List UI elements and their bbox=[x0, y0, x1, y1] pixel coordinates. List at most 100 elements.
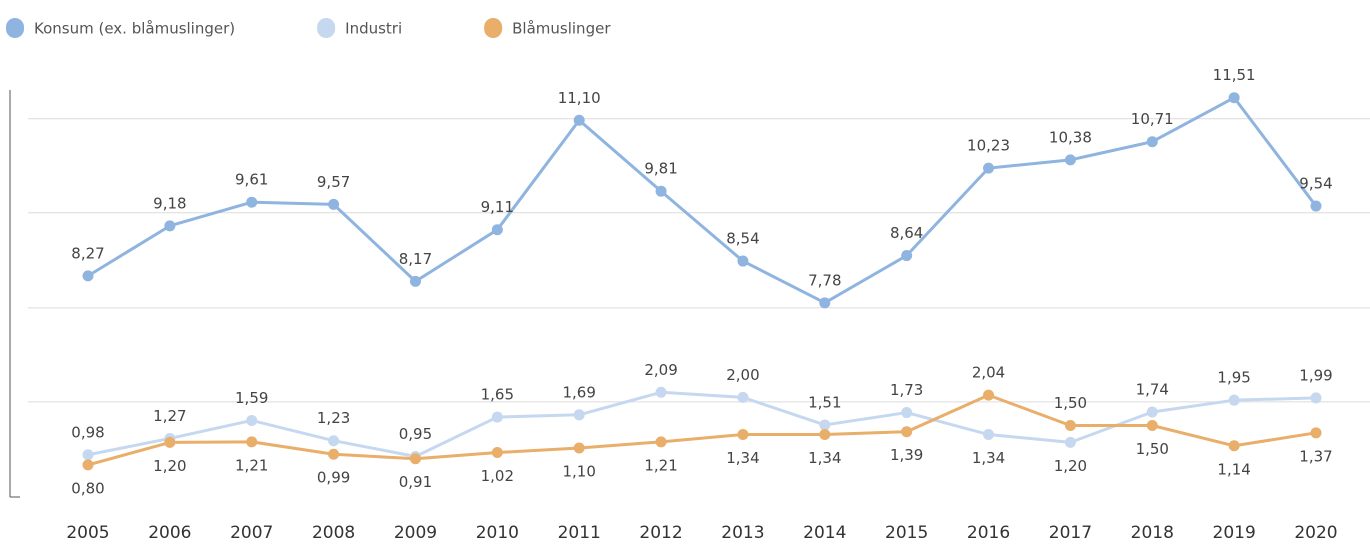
data-label: 1,99 bbox=[1299, 366, 1332, 384]
data-point bbox=[1228, 394, 1240, 406]
x-tick-label: 2006 bbox=[148, 523, 191, 541]
data-point bbox=[573, 409, 585, 421]
data-point bbox=[655, 436, 667, 448]
data-label: 1,50 bbox=[1136, 440, 1169, 458]
legend-label: Industri bbox=[345, 20, 402, 38]
data-label: 0,95 bbox=[399, 425, 432, 443]
x-tick-label: 2011 bbox=[558, 523, 601, 541]
data-point bbox=[1146, 406, 1158, 418]
data-label: 10,71 bbox=[1131, 110, 1174, 128]
data-label: 9,61 bbox=[235, 171, 268, 189]
data-point bbox=[491, 224, 503, 236]
data-label: 11,51 bbox=[1213, 66, 1256, 84]
x-tick-label: 2015 bbox=[885, 523, 928, 541]
series-line bbox=[87, 96, 1318, 305]
x-tick-label: 2010 bbox=[476, 523, 519, 541]
data-point bbox=[246, 196, 258, 208]
data-point bbox=[409, 275, 421, 287]
data-label: 1,10 bbox=[562, 463, 595, 481]
x-tick-label: 2017 bbox=[1049, 523, 1092, 541]
data-label: 1,34 bbox=[808, 449, 841, 467]
data-label: 10,38 bbox=[1049, 128, 1092, 146]
data-point bbox=[328, 198, 340, 210]
data-label: 1,69 bbox=[562, 383, 595, 401]
data-point bbox=[819, 419, 831, 431]
data-point bbox=[491, 411, 503, 423]
data-point bbox=[901, 407, 913, 419]
data-point bbox=[1146, 136, 1158, 148]
data-label: 1,23 bbox=[317, 409, 350, 427]
data-point bbox=[983, 162, 995, 174]
data-label: 10,23 bbox=[967, 137, 1010, 155]
data-point bbox=[246, 414, 258, 426]
data-label: 2,04 bbox=[972, 364, 1005, 382]
legend-swatch bbox=[484, 18, 503, 38]
legend-label: Konsum (ex. blåmuslinger) bbox=[34, 20, 235, 38]
legend-swatch bbox=[317, 18, 336, 38]
data-point bbox=[983, 389, 995, 401]
data-label: 1,27 bbox=[153, 407, 186, 425]
data-label: 2,00 bbox=[726, 366, 759, 384]
data-label: 1,95 bbox=[1217, 369, 1250, 387]
data-label: 1,34 bbox=[726, 449, 759, 467]
x-tick-label: 2020 bbox=[1294, 523, 1337, 541]
data-label: 0,91 bbox=[399, 473, 432, 491]
data-point bbox=[1064, 154, 1076, 166]
x-tick-label: 2019 bbox=[1213, 523, 1256, 541]
series-line bbox=[87, 393, 1317, 467]
data-label: 2,09 bbox=[644, 361, 677, 379]
data-label: 1,21 bbox=[235, 456, 268, 474]
data-label: 9,18 bbox=[153, 194, 186, 212]
series-line bbox=[87, 390, 1317, 458]
data-point bbox=[1310, 200, 1322, 212]
data-label: 8,17 bbox=[399, 250, 432, 268]
data-label: 9,81 bbox=[644, 160, 677, 178]
data-point bbox=[901, 250, 913, 262]
data-label: 0,80 bbox=[71, 479, 104, 497]
data-label: 9,11 bbox=[481, 198, 514, 216]
data-label: 1,02 bbox=[481, 467, 514, 485]
data-point bbox=[82, 459, 94, 471]
data-point bbox=[1310, 427, 1322, 439]
data-label: 9,57 bbox=[317, 173, 350, 191]
data-point bbox=[1228, 440, 1240, 452]
data-point bbox=[82, 449, 94, 461]
data-label: 1,59 bbox=[235, 389, 268, 407]
data-point bbox=[328, 435, 340, 447]
data-point bbox=[409, 453, 421, 465]
data-point bbox=[246, 436, 258, 448]
data-point bbox=[901, 426, 913, 438]
legend-swatch bbox=[6, 18, 24, 38]
data-point bbox=[1146, 420, 1158, 432]
data-label: 0,98 bbox=[71, 423, 104, 441]
data-point bbox=[1064, 420, 1076, 432]
data-point bbox=[573, 442, 585, 454]
data-point bbox=[737, 255, 749, 267]
data-label: 1,14 bbox=[1217, 460, 1250, 478]
data-point bbox=[737, 429, 749, 441]
data-point bbox=[328, 448, 340, 460]
data-label: 1,74 bbox=[1136, 380, 1169, 398]
data-label: 9,54 bbox=[1299, 175, 1332, 193]
x-tick-label: 2016 bbox=[967, 523, 1010, 541]
data-point bbox=[819, 429, 831, 441]
data-label: 1,20 bbox=[1054, 457, 1087, 475]
data-point bbox=[1310, 392, 1322, 404]
data-label: 7,78 bbox=[808, 271, 841, 289]
data-label: 8,27 bbox=[71, 244, 104, 262]
data-label: 11,10 bbox=[558, 89, 601, 107]
data-point bbox=[1064, 436, 1076, 448]
x-tick-label: 2013 bbox=[721, 523, 764, 541]
data-point bbox=[737, 391, 749, 403]
data-label: 1,20 bbox=[153, 457, 186, 475]
data-point bbox=[1228, 92, 1240, 104]
data-point bbox=[164, 220, 176, 232]
data-label: 1,37 bbox=[1299, 447, 1332, 465]
x-tick-label: 2014 bbox=[803, 523, 846, 541]
data-point bbox=[983, 429, 995, 441]
x-tick-label: 2012 bbox=[639, 523, 682, 541]
data-point bbox=[655, 386, 667, 398]
data-label: 8,64 bbox=[890, 224, 923, 242]
x-tick-label: 2008 bbox=[312, 523, 355, 541]
